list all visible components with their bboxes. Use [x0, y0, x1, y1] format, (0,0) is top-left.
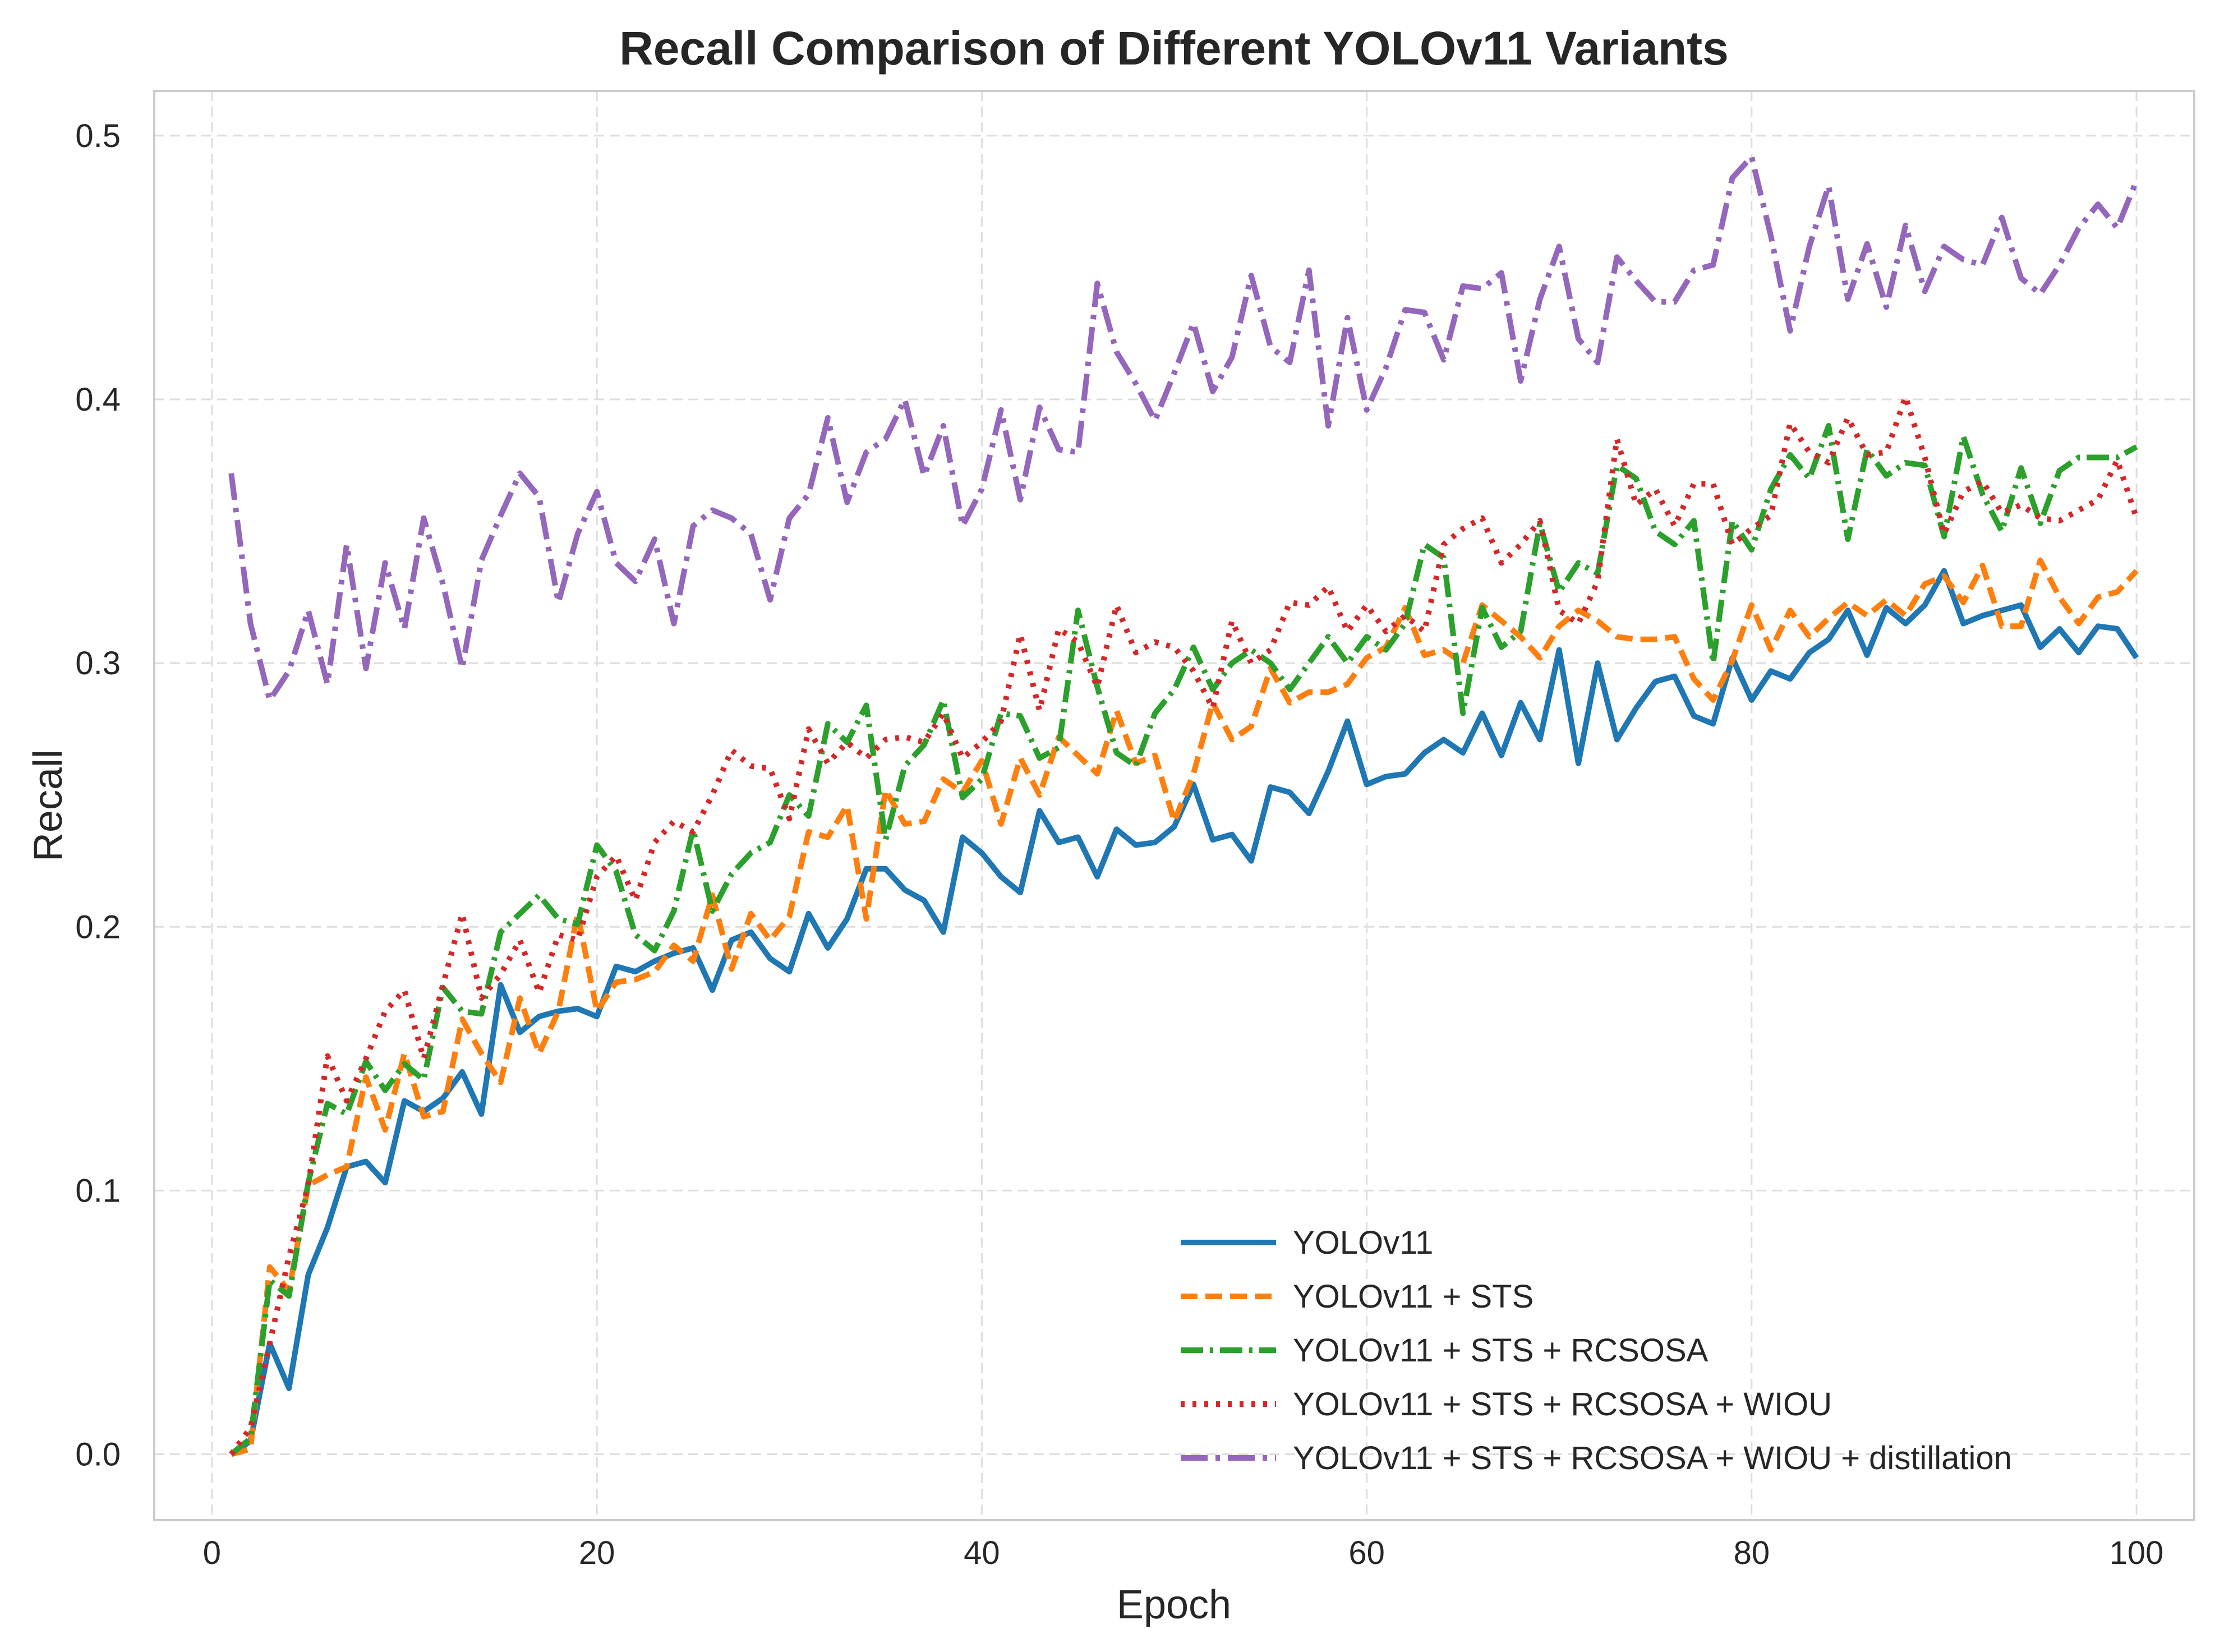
series-line-2	[230, 557, 2139, 1457]
grid-lines	[154, 91, 2194, 1520]
legend-label-3: YOLOv11 + STS + RCSOSA	[1293, 1332, 1709, 1369]
legend-label-4: YOLOv11 + STS + RCSOSA + WIOU	[1293, 1386, 1832, 1423]
y-tick-label: 0.3	[75, 645, 121, 682]
x-tick-label: 20	[579, 1535, 615, 1571]
x-tick-label: 80	[1734, 1535, 1770, 1571]
series-line-3	[229, 423, 2138, 1457]
series-line-4	[229, 394, 2139, 1456]
tick-labels: 0 20 40 60 80 100 0.0 0.1 0.2 0.3 0.4 0.5	[75, 118, 2163, 1571]
x-tick-label: 60	[1348, 1535, 1385, 1571]
legend-label-2: YOLOv11 + STS	[1293, 1278, 1534, 1315]
series-lines	[228, 154, 2139, 1457]
y-tick-label: 0.1	[75, 1172, 121, 1209]
x-axis-label: Epoch	[1117, 1582, 1231, 1627]
x-tick-label: 40	[964, 1535, 1000, 1571]
y-tick-label: 0.4	[75, 381, 121, 418]
y-tick-label: 0.5	[75, 118, 121, 154]
series-line-1	[229, 568, 2139, 1457]
y-tick-label: 0.2	[75, 909, 121, 945]
legend-label-5: YOLOv11 + STS + RCSOSA + WIOU + distilla…	[1293, 1440, 2012, 1476]
chart-title: Recall Comparison of Different YOLOv11 V…	[619, 22, 1729, 75]
legend: YOLOv11 YOLOv11 + STS YOLOv11 + STS + RCSO…	[1181, 1225, 2012, 1476]
y-axis-label: Recall	[26, 749, 71, 862]
x-tick-label: 0	[203, 1535, 221, 1571]
y-tick-label: 0.0	[75, 1436, 121, 1472]
legend-label-1: YOLOv11	[1293, 1225, 1433, 1261]
plot-frame	[153, 90, 2195, 1521]
x-tick-label: 100	[2110, 1535, 2164, 1571]
series-line-5	[228, 154, 2139, 703]
